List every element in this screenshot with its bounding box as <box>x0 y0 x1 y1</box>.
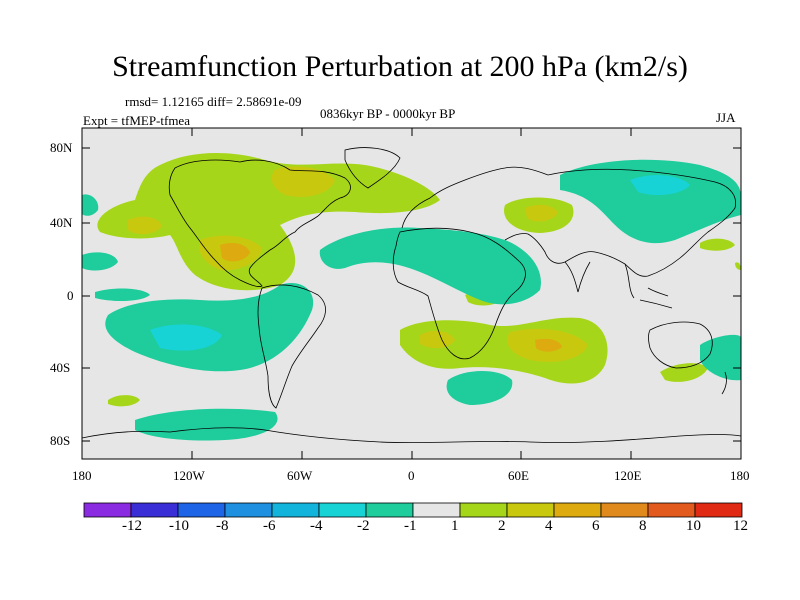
stats-line: rmsd= 1.12165 diff= 2.58691e-09 <box>125 94 302 109</box>
colorbar-label: -6 <box>263 518 276 534</box>
coastline-africa <box>392 227 526 360</box>
colorbar-box <box>553 502 602 518</box>
colorbar-label: -2 <box>357 518 370 534</box>
contour-negative-tropics <box>95 288 150 302</box>
colorbar-box <box>506 502 555 518</box>
lon-label-120w: 120W <box>173 468 205 483</box>
colorbar-box <box>694 502 743 518</box>
colorbar-label: -8 <box>216 518 229 534</box>
colorbar-box <box>459 502 508 518</box>
colorbar-label: -4 <box>310 518 323 534</box>
contour-positive-east-pacific <box>660 363 708 382</box>
colorbar-label: -10 <box>169 518 189 534</box>
axis-ticks <box>82 128 741 459</box>
contour-negative-australia <box>700 334 741 381</box>
colorbar-box <box>271 502 320 518</box>
colorbar-label: 10 <box>686 518 701 534</box>
coastline-north-america <box>168 159 351 287</box>
time-range-label: 0836kyr BP - 0000kyr BP <box>320 106 456 121</box>
coastline-europe <box>401 166 549 229</box>
contour-negative-north-pacific <box>560 159 741 244</box>
colorbar-box <box>600 502 649 518</box>
colorbar-box <box>365 502 414 518</box>
colorbar-label: -12 <box>122 518 142 534</box>
contour-negative-north-pacific-4 <box>630 175 690 196</box>
contour-negative-atlantic <box>319 227 541 305</box>
coastline-antarctica <box>81 427 742 443</box>
colorbar-box <box>224 502 273 518</box>
colorbar-box <box>647 502 696 518</box>
season-label: JJA <box>716 110 736 125</box>
lat-label-80s: 80S <box>50 433 71 448</box>
lat-label-80n: 80N <box>50 140 73 155</box>
chart-title: Streamfunction Perturbation at 200 hPa (… <box>112 50 688 83</box>
colorbar-box <box>318 502 367 518</box>
contour-positive-2 <box>97 153 441 291</box>
colorbar-box <box>130 502 179 518</box>
coastline-greenland <box>344 147 401 189</box>
lon-label-180e: 180 <box>730 468 750 483</box>
colorbar-label: 8 <box>639 518 647 534</box>
lon-label-180w: 180 <box>72 468 92 483</box>
contour-negative-west-edge <box>82 252 118 271</box>
colorbar-label: 4 <box>545 518 553 534</box>
lat-label-0: 0 <box>67 288 74 303</box>
contour-fills <box>82 153 741 441</box>
contour-positive-4c <box>128 216 162 235</box>
colorbar-label: 2 <box>498 518 506 534</box>
contour-positive-south-6 <box>535 338 562 352</box>
contour-positive-med-4 <box>525 204 558 222</box>
colorbar-box <box>177 502 226 518</box>
contour-negative-southern-indian <box>446 371 513 405</box>
coastline-asia <box>504 168 737 277</box>
contour-negative-southern-ocean <box>135 408 278 441</box>
contour-negative-east-edge <box>82 194 99 216</box>
colorbar-label: 1 <box>451 518 459 534</box>
colorbar-label: 6 <box>592 518 600 534</box>
colorbar-box <box>83 502 132 518</box>
colorbar <box>83 502 743 518</box>
lon-label-0: 0 <box>408 468 415 483</box>
contour-negative-south-pacific <box>105 282 314 372</box>
lat-label-40n: 40N <box>50 215 73 230</box>
lon-label-60w: 60W <box>287 468 313 483</box>
coastline-india <box>564 261 591 293</box>
contour-negative-south-pacific-4 <box>150 324 222 351</box>
coastline-new-zealand <box>721 371 727 395</box>
contour-positive-east-asia <box>735 262 741 270</box>
contour-positive-6 <box>220 242 250 262</box>
experiment-label: Expt = tfMEP-tfmea <box>83 113 190 128</box>
coastlines <box>81 147 742 443</box>
coastline-southeast-asia <box>624 263 673 309</box>
colorbar-box <box>412 502 461 518</box>
contour-positive-south-4b <box>420 330 455 349</box>
colorbar-label: -1 <box>404 518 417 534</box>
coastline-south-america <box>257 284 326 409</box>
contour-positive-west-pacific <box>700 238 735 251</box>
contour-positive-4 <box>271 166 335 197</box>
lat-label-40s: 40S <box>50 360 71 375</box>
lon-label-60e: 60E <box>508 468 529 483</box>
colorbar-label: 12 <box>733 518 748 534</box>
lon-label-120e: 120E <box>614 468 642 483</box>
contour-positive-south-pacific <box>108 395 140 407</box>
coastline-australia <box>648 321 713 369</box>
